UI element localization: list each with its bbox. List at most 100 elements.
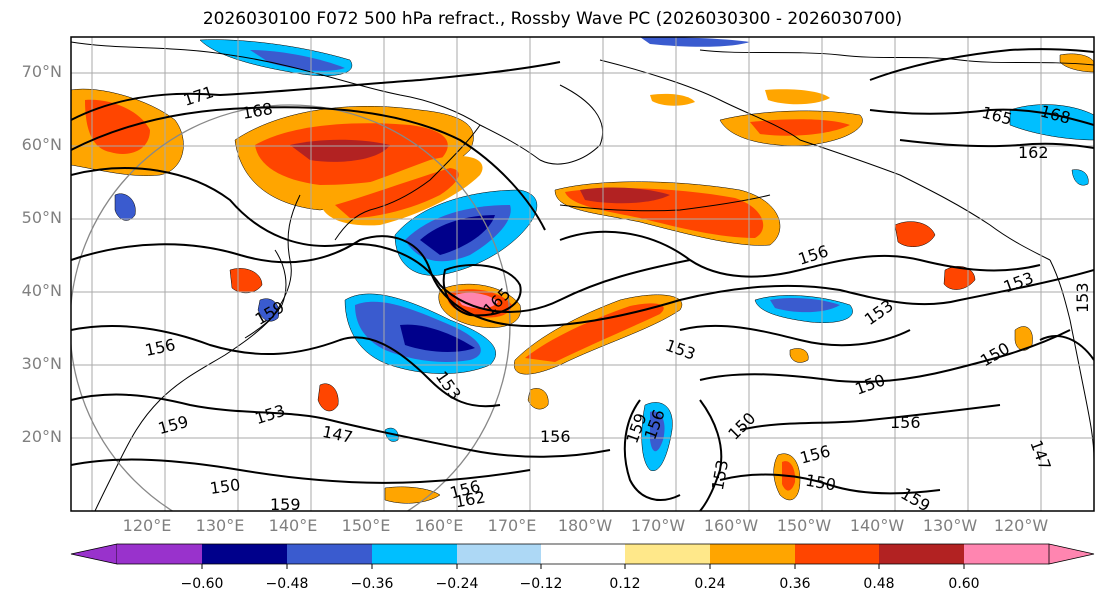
coastline-arctic [699, 49, 1094, 66]
contour-label: 156 [540, 427, 571, 446]
map-gridlines [71, 37, 1094, 511]
colorbar-tick-label: −0.48 [265, 576, 309, 592]
coastline-aleutians [559, 194, 771, 212]
positive-anomaly-region [750, 119, 850, 136]
contour-line [559, 230, 1041, 278]
colorbar-swatch [202, 544, 287, 564]
colorbar-swatch [710, 544, 795, 564]
negative-anomaly-region [250, 50, 345, 71]
positive-anomaly-region [290, 139, 390, 162]
negative-anomaly-region [640, 37, 750, 47]
positive-anomaly-region [650, 93, 695, 106]
contour-line [71, 106, 546, 231]
colorbar [70, 543, 1095, 569]
contour-line [623, 399, 681, 501]
contour-line [71, 325, 501, 408]
colorbar-ticks [201, 564, 965, 569]
shaded-anomaly-fields [71, 37, 1094, 504]
contour-line [699, 329, 1071, 383]
positive-anomaly-region [527, 388, 549, 410]
coastline-asia [71, 41, 604, 165]
contour-label: 159 [270, 495, 301, 514]
negative-anomaly-region [650, 411, 665, 452]
contour-line [679, 324, 911, 347]
colorbar-tick-label: −0.60 [180, 576, 224, 592]
colorbar-tick-label: 0.36 [779, 576, 811, 592]
lon-label: 130°E [195, 516, 245, 535]
contour-line [442, 264, 522, 317]
contour-line [699, 399, 723, 511]
contour-line [1039, 335, 1094, 361]
lat-label: 20°N [21, 427, 62, 446]
contour-line [71, 458, 531, 484]
colorbar-swatch [117, 544, 202, 564]
colorbar-tick-label: −0.12 [519, 576, 563, 592]
positive-anomaly-region [789, 348, 809, 363]
positive-anomaly-region [943, 266, 976, 290]
negative-anomaly-region [114, 193, 136, 221]
lon-label: 140°E [268, 516, 318, 535]
colorbar-tick-label: 0.12 [609, 576, 641, 592]
colorbar-swatch [879, 544, 964, 564]
colorbar-swatch [964, 544, 1049, 564]
lat-label: 50°N [21, 208, 62, 227]
contour-line [899, 139, 1094, 149]
lon-label: 170°E [487, 516, 537, 535]
positive-anomaly-region [765, 89, 830, 105]
lat-label: 60°N [21, 135, 62, 154]
lon-label: 120°W [993, 516, 1049, 535]
contour-label: 162 [453, 487, 486, 511]
lon-label: 160°W [703, 516, 759, 535]
lon-label: 140°W [849, 516, 905, 535]
negative-anomaly-region [1071, 169, 1089, 186]
lon-label: 130°W [922, 516, 978, 535]
coastline-japan [244, 249, 287, 339]
lon-label: 160°E [414, 516, 464, 535]
map-background [71, 37, 1094, 511]
colorbar-tick-label: −0.36 [350, 576, 394, 592]
positive-anomaly-region [525, 303, 664, 362]
lon-label: 150°E [341, 516, 391, 535]
contour-label: 162 [1018, 143, 1049, 162]
colorbar-swatch [795, 544, 879, 564]
lat-label: 40°N [21, 281, 62, 300]
lon-label: 120°E [122, 516, 172, 535]
positive-anomaly-region [455, 292, 498, 309]
colorbar-swatch [287, 544, 372, 564]
lat-label: 30°N [21, 354, 62, 373]
contour-label: 150 [209, 475, 242, 498]
contour-line [739, 404, 1001, 431]
coastline-kamchatka [334, 124, 481, 241]
contour-line [869, 108, 1094, 126]
positive-anomaly-region [894, 221, 936, 247]
contour-line [71, 235, 1094, 328]
lon-label: 170°W [630, 516, 686, 535]
contour-line [71, 167, 691, 313]
contour-label: 153 [1073, 282, 1092, 313]
positive-anomaly-region [335, 168, 459, 218]
positive-anomaly-region [85, 99, 150, 154]
lat-label: 70°N [21, 62, 62, 81]
contour-line [71, 393, 611, 458]
colorbar-tick-label: 0.60 [948, 576, 980, 592]
colorbar-tick-label: 0.48 [863, 576, 895, 592]
contour-line [719, 473, 941, 495]
lon-label: 150°W [776, 516, 832, 535]
refractivity-contours [71, 48, 1094, 511]
negative-anomaly-region [400, 324, 475, 352]
contour-label: 156 [890, 413, 921, 432]
colorbar-swatch [372, 544, 457, 564]
lon-label: 180°W [557, 516, 613, 535]
map-frame [70, 36, 1095, 512]
colorbar-outline [117, 543, 1049, 565]
colorbar-low-extension [70, 543, 118, 565]
colorbar-swatch [457, 544, 541, 564]
contour-line [71, 61, 561, 121]
colorbar-tick-label: 0.24 [694, 576, 726, 592]
colorbar-swatch [541, 544, 625, 564]
colorbar-swatch [625, 544, 710, 564]
positive-anomaly-region [384, 486, 441, 504]
positive-anomaly-region [317, 383, 339, 412]
positive-anomaly-region [1059, 53, 1094, 73]
